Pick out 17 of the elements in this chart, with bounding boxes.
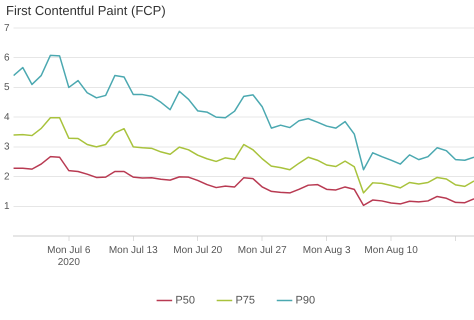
x-tick-label: Mon Aug 3 xyxy=(302,244,352,256)
x-tick-label: Mon Jul 6 2020 xyxy=(47,244,91,268)
x-tick-label: Mon Jul 27 xyxy=(238,244,288,256)
y-tick-label: 5 xyxy=(4,82,10,94)
legend-label: P90 xyxy=(296,294,316,307)
y-tick-label: 1 xyxy=(4,201,10,212)
chart-title: First Contentful Paint (FCP) xyxy=(6,3,166,18)
x-tick-label: Mon Jul 13 xyxy=(108,244,158,256)
y-tick-label: 4 xyxy=(4,112,10,123)
y-tick-label: 7 xyxy=(4,22,10,34)
y-tick-label: 6 xyxy=(4,52,10,64)
y-tick-label: 3 xyxy=(4,142,10,153)
x-tick-label: Mon Aug 10 xyxy=(364,244,418,256)
y-tick-label: 2 xyxy=(4,171,10,182)
x-tick-label: Mon Jul 20 xyxy=(173,244,223,256)
legend-label: P75 xyxy=(235,294,256,307)
legend-label: P50 xyxy=(175,294,195,307)
